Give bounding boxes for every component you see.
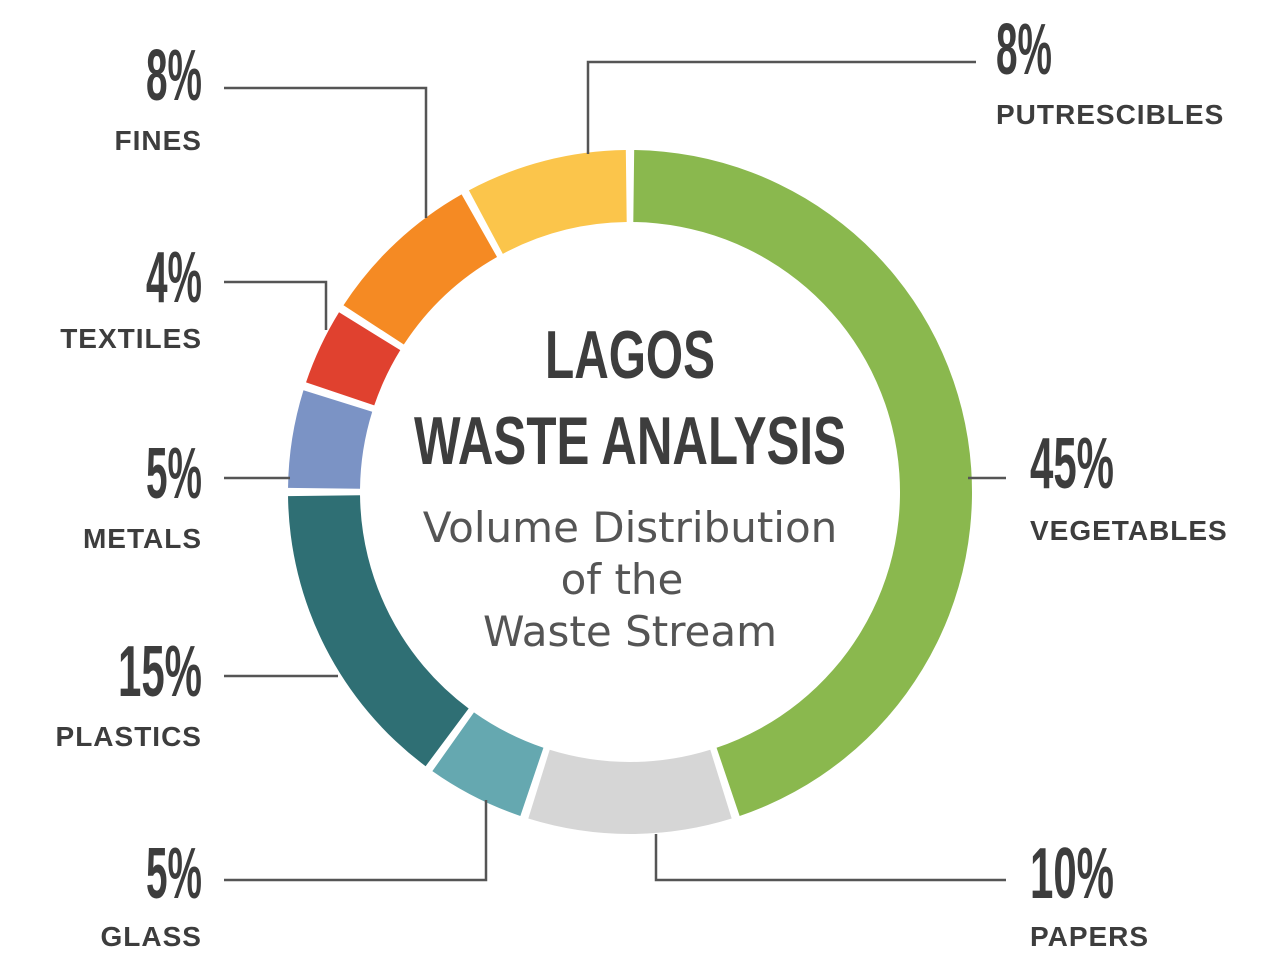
category-label-putrescibles: PUTRESCIBLES (996, 99, 1224, 130)
chart-title-line-2: WASTE ANALYSIS (414, 403, 846, 479)
percent-label-papers: 10% (1030, 834, 1114, 914)
slice-fines (343, 194, 498, 345)
slice-papers (528, 749, 732, 834)
leader-line-fines (224, 86, 428, 218)
slice-vegetables (633, 150, 973, 816)
leader-line-putrescibles (586, 60, 976, 154)
leader-line-papers (654, 834, 1006, 882)
slice-plastics (288, 495, 469, 767)
leader-lines (224, 60, 1006, 882)
slice-glass (432, 712, 544, 816)
slice-textiles (306, 312, 401, 406)
slice-metals (288, 390, 373, 489)
chart-subtitle-line-1: Volume Distribution (423, 503, 838, 552)
percent-label-vegetables: 45% (1030, 424, 1114, 504)
percent-label-plastics: 15% (118, 632, 202, 712)
category-label-papers: PAPERS (1030, 921, 1149, 952)
percent-label-glass: 5% (146, 834, 202, 914)
leader-line-glass (224, 800, 488, 882)
percent-label-metals: 5% (146, 434, 202, 514)
chart-subtitle-line-3: Waste Stream (483, 607, 777, 656)
category-label-fines: FINES (115, 125, 202, 156)
percent-label-fines: 8% (146, 36, 202, 116)
category-label-metals: METALS (83, 523, 202, 554)
category-label-glass: GLASS (101, 921, 202, 952)
chart-title-line-1: LAGOS (545, 317, 715, 393)
leader-line-textiles (224, 280, 328, 330)
slice-putrescibles (468, 150, 627, 254)
slice-labels: 45% VEGETABLES 10% PAPERS 5% GLASS 15% PLASTICS… (56, 10, 1228, 952)
percent-label-textiles: 4% (146, 238, 202, 318)
donut-slices (288, 150, 973, 834)
category-label-vegetables: VEGETABLES (1030, 515, 1228, 546)
category-label-textiles: TEXTILES (60, 323, 202, 354)
chart-subtitle-line-2: of the (561, 555, 684, 604)
category-label-plastics: PLASTICS (56, 721, 202, 752)
percent-label-putrescibles: 8% (996, 10, 1052, 90)
